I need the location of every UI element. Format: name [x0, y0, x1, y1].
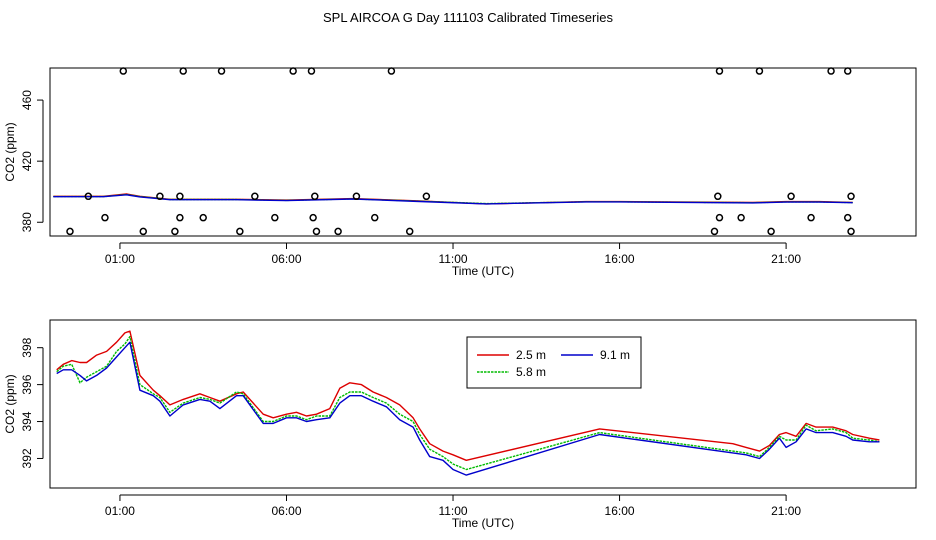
y-tick-label: 380 — [20, 212, 34, 232]
data-point — [307, 67, 316, 75]
data-point — [236, 227, 244, 236]
legend: 2.5 m 9.1 m 5.8 m — [466, 336, 642, 389]
bottom-panel: 01:00 06:00 11:00 16:00 21:00 Time (UTC) 392 39… — [3, 319, 917, 530]
legend-box — [466, 336, 642, 389]
data-point — [715, 67, 724, 75]
x-tick-label: 06:00 — [271, 504, 301, 518]
x-tick-label: 11:00 — [438, 252, 467, 266]
data-point — [139, 227, 148, 236]
series-line-91 — [56, 341, 880, 476]
x-axis-label: Time (UTC) — [452, 516, 514, 530]
data-point — [422, 192, 431, 201]
data-point — [847, 192, 855, 201]
data-point — [311, 192, 319, 201]
data-point — [807, 213, 815, 222]
data-point — [371, 213, 379, 222]
x-tick-label: 01:00 — [105, 252, 135, 266]
data-point — [271, 213, 279, 222]
chart-title: SPL AIRCOA G Day 111103 Calibrated Times… — [323, 10, 613, 25]
y-tick-label: 396 — [20, 374, 34, 394]
legend-label: 9.1 m — [600, 348, 630, 362]
data-point — [84, 192, 93, 201]
plot-frame — [49, 67, 917, 237]
data-point — [387, 67, 396, 75]
data-point — [66, 227, 74, 236]
y-tick-label: 398 — [20, 337, 34, 357]
data-point — [171, 227, 179, 236]
data-point — [176, 192, 184, 201]
data-point — [714, 192, 722, 201]
data-point — [847, 227, 855, 236]
top-panel: 01:00 06:00 11:00 16:00 21:00 Time (UTC) 380 42… — [3, 67, 917, 278]
x-tick-label: 11:00 — [438, 504, 467, 518]
data-point — [737, 213, 745, 222]
y-tick-label: 460 — [20, 90, 34, 110]
legend-label: 2.5 m — [516, 348, 546, 362]
legend-label: 5.8 m — [516, 365, 546, 379]
data-point — [843, 67, 852, 75]
data-point — [827, 67, 835, 75]
data-point — [199, 213, 207, 222]
y-tick-label: 394 — [20, 411, 34, 431]
x-axis-label: Time (UTC) — [452, 264, 514, 278]
y-tick-label: 420 — [20, 151, 34, 171]
y-tick-label: 392 — [20, 448, 34, 468]
data-point — [179, 67, 187, 75]
data-point — [119, 67, 128, 75]
data-point — [352, 192, 361, 201]
data-point — [767, 227, 775, 236]
data-point — [217, 67, 226, 75]
data-point — [710, 227, 719, 236]
y-axis-label: CO2 (ppm) — [3, 122, 17, 181]
data-point — [289, 67, 297, 75]
x-tick-label: 21:00 — [771, 504, 801, 518]
x-tick-label: 06:00 — [271, 252, 301, 266]
data-point — [755, 67, 764, 75]
data-point — [334, 227, 342, 236]
data-point — [405, 227, 414, 236]
data-point — [156, 192, 164, 201]
x-tick-label: 21:00 — [771, 252, 801, 266]
y-axis-label: CO2 (ppm) — [3, 374, 17, 433]
data-point — [101, 213, 109, 222]
data-point — [309, 213, 317, 222]
x-tick-label: 16:00 — [605, 252, 635, 266]
series-line-91 — [53, 194, 853, 205]
x-tick-label: 16:00 — [605, 504, 635, 518]
data-point — [176, 213, 184, 222]
data-point — [787, 192, 795, 201]
data-point — [843, 213, 852, 222]
series-line-58 — [56, 335, 880, 471]
data-point — [715, 213, 724, 222]
x-tick-label: 01:00 — [105, 504, 135, 518]
data-point — [312, 227, 321, 236]
plot-frame — [49, 319, 917, 489]
series-line-25 — [56, 330, 880, 461]
data-point — [251, 192, 259, 201]
